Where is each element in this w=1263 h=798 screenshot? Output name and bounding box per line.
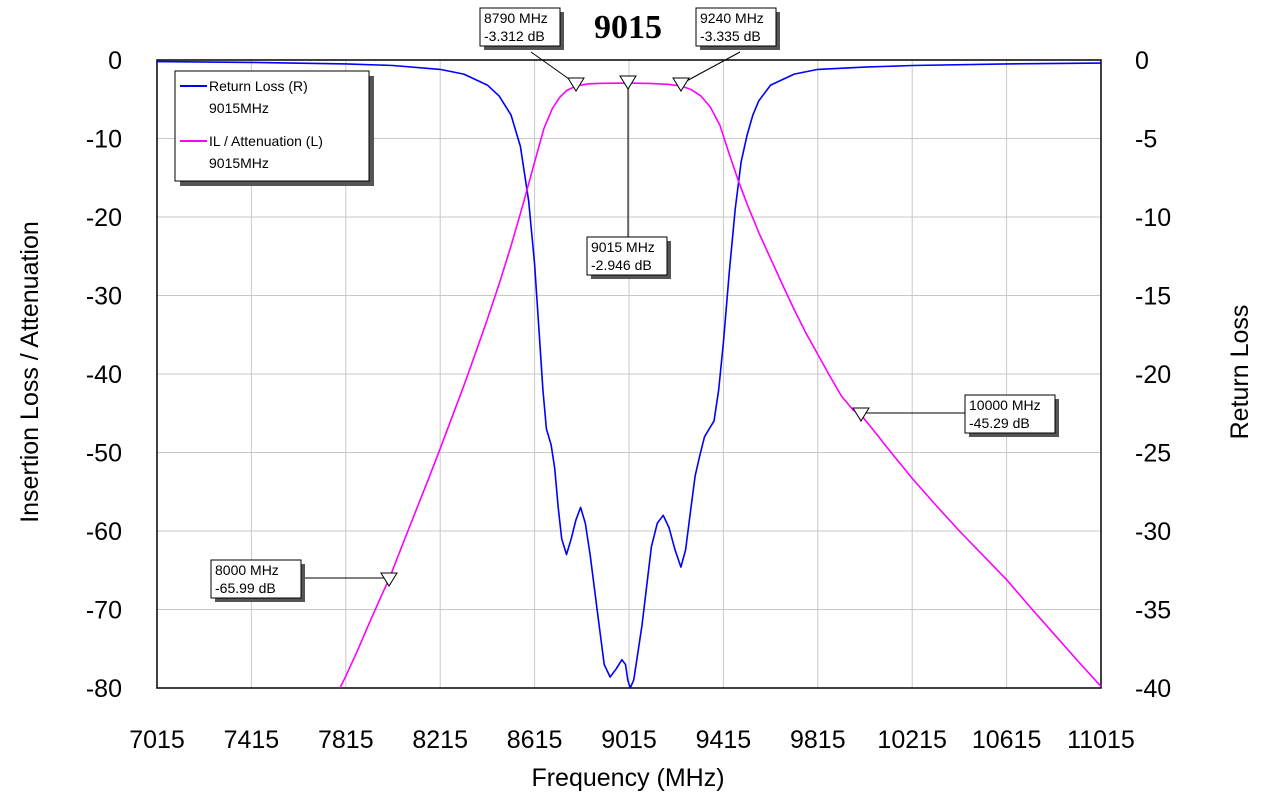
y-right-tick-label: -10 bbox=[1135, 204, 1171, 232]
legend-sub-return-loss: 9015MHz bbox=[209, 100, 269, 116]
legend: Return Loss (R) 9015MHz IL / Attenuation… bbox=[174, 70, 374, 186]
x-tick-label: 8215 bbox=[412, 726, 468, 754]
legend-label-return-loss: Return Loss (R) bbox=[209, 78, 308, 94]
marker-value-8790: -3.312 dB bbox=[484, 28, 545, 44]
marker-freq-8790: 8790 MHz bbox=[484, 10, 548, 26]
x-tick-label: 10215 bbox=[877, 726, 947, 754]
marker-box-8000 bbox=[210, 559, 302, 599]
x-tick-label: 9815 bbox=[790, 726, 846, 754]
y-right-tick-label: -35 bbox=[1135, 597, 1171, 625]
marker-value-10000: -45.29 dB bbox=[969, 415, 1030, 431]
marker-triangle-10000 bbox=[852, 407, 870, 422]
marker-8790: 8790 MHz -3.312 dB bbox=[479, 7, 585, 92]
y-right-tick-label: -40 bbox=[1135, 675, 1171, 703]
y-left-tick-label: -80 bbox=[86, 675, 122, 703]
y-right-tick-label: -5 bbox=[1135, 126, 1157, 154]
y-left-tick-label: -20 bbox=[86, 204, 122, 232]
x-tick-label: 7415 bbox=[224, 726, 280, 754]
marker-box-8790 bbox=[479, 7, 561, 47]
marker-triangle-8790 bbox=[567, 77, 585, 92]
y-left-tick-label: 0 bbox=[108, 47, 122, 75]
x-tick-label: 10615 bbox=[972, 726, 1042, 754]
y-left-tick-label: -70 bbox=[86, 597, 122, 625]
x-tick-label: 8615 bbox=[507, 726, 563, 754]
grid bbox=[157, 60, 1101, 688]
marker-box-9240 bbox=[695, 7, 777, 47]
legend-box bbox=[174, 70, 370, 182]
marker-value-8000: -65.99 dB bbox=[215, 580, 276, 596]
y-right-tick-label: -25 bbox=[1135, 440, 1171, 468]
y-right-tick-label: -15 bbox=[1135, 283, 1171, 311]
markers: 8000 MHz -65.99 dB 8790 MHz -3.312 dB 90… bbox=[210, 7, 1059, 602]
marker-freq-9240: 9240 MHz bbox=[700, 10, 764, 26]
marker-freq-8000: 8000 MHz bbox=[215, 562, 279, 578]
x-tick-label: 7815 bbox=[318, 726, 374, 754]
marker-10000: 10000 MHz -45.29 dB bbox=[852, 394, 1059, 437]
x-tick-label: 9415 bbox=[696, 726, 752, 754]
marker-9240: 9240 MHz -3.335 dB bbox=[672, 7, 780, 92]
marker-leader-9240 bbox=[680, 51, 741, 85]
y-right-tick-label: -20 bbox=[1135, 361, 1171, 389]
x-tick-label: 7015 bbox=[129, 726, 185, 754]
marker-8000: 8000 MHz -65.99 dB bbox=[210, 559, 398, 602]
marker-box-9015 bbox=[586, 236, 668, 276]
marker-box-10000 bbox=[964, 394, 1056, 434]
y-right-tick-label: -30 bbox=[1135, 518, 1171, 546]
plot-frame bbox=[156, 59, 1102, 689]
y-right-axis-title: Return Loss bbox=[1226, 305, 1254, 440]
marker-9015: 9015 MHz -2.946 dB bbox=[586, 75, 671, 279]
marker-freq-10000: 10000 MHz bbox=[969, 397, 1041, 413]
legend-label-il: IL / Attenuation (L) bbox=[209, 133, 323, 149]
marker-value-9240: -3.335 dB bbox=[700, 28, 761, 44]
y-left-tick-label: -10 bbox=[86, 126, 122, 154]
marker-triangle-9015 bbox=[619, 75, 637, 90]
chart-title: 9015 bbox=[594, 9, 662, 46]
tick-labels: 7015 7415 7815 8215 8615 9015 9415 9815 10215 106… bbox=[86, 47, 1171, 754]
legend-sub-il: 9015MHz bbox=[209, 155, 269, 171]
x-axis-title: Frequency (MHz) bbox=[531, 764, 724, 792]
y-left-tick-label: -40 bbox=[86, 361, 122, 389]
y-left-tick-label: -50 bbox=[86, 440, 122, 468]
marker-value-9015: -2.946 dB bbox=[591, 257, 652, 273]
y-left-tick-label: -30 bbox=[86, 283, 122, 311]
marker-triangle-8000 bbox=[380, 572, 398, 587]
y-left-tick-label: -60 bbox=[86, 518, 122, 546]
marker-triangle-9240 bbox=[672, 77, 690, 92]
marker-freq-9015: 9015 MHz bbox=[591, 239, 655, 255]
x-tick-label: 9015 bbox=[601, 726, 657, 754]
y-left-axis-title: Insertion Loss / Attenuation bbox=[16, 221, 44, 523]
x-tick-label: 11015 bbox=[1067, 726, 1135, 754]
return-loss-line bbox=[156, 60, 1102, 689]
y-right-tick-label: 0 bbox=[1135, 47, 1149, 75]
